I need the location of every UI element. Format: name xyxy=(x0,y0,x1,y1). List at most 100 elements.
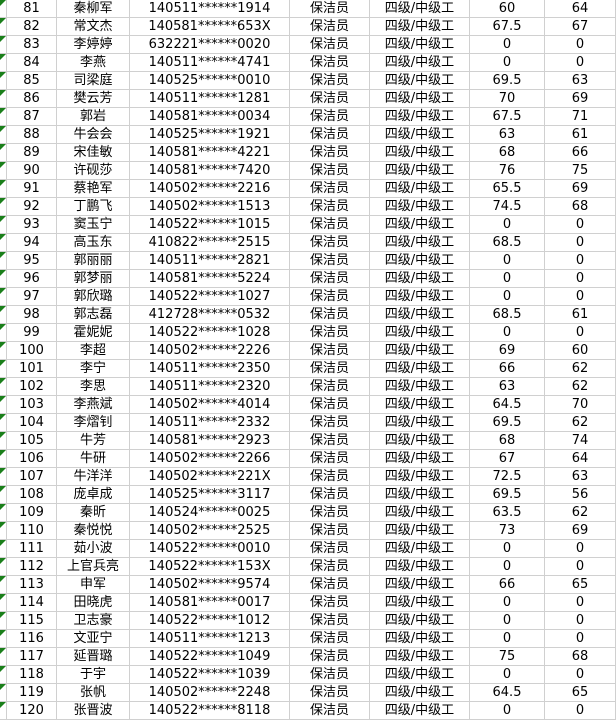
name-cell[interactable]: 樊云芳 xyxy=(57,90,130,108)
id-number-cell[interactable]: 140522******1039 xyxy=(130,666,290,684)
error-flag-cell[interactable] xyxy=(0,144,7,162)
error-flag-cell[interactable] xyxy=(0,594,7,612)
id-number-cell[interactable]: 140522******1012 xyxy=(130,612,290,630)
error-flag-cell[interactable] xyxy=(0,288,7,306)
score1-cell[interactable]: 75 xyxy=(470,648,545,666)
score2-cell[interactable]: 74 xyxy=(545,432,616,450)
name-cell[interactable]: 田晓虎 xyxy=(57,594,130,612)
grade-cell[interactable]: 四级/中级工 xyxy=(370,396,470,414)
position-cell[interactable]: 保洁员 xyxy=(290,432,370,450)
id-number-cell[interactable]: 140522******1027 xyxy=(130,288,290,306)
position-cell[interactable]: 保洁员 xyxy=(290,126,370,144)
id-number-cell[interactable]: 140511******2320 xyxy=(130,378,290,396)
score1-cell[interactable]: 70 xyxy=(470,90,545,108)
id-number-cell[interactable]: 140522******1028 xyxy=(130,324,290,342)
score2-cell[interactable]: 0 xyxy=(545,234,616,252)
id-number-cell[interactable]: 140502******2248 xyxy=(130,684,290,702)
row-number-cell[interactable]: 111 xyxy=(7,540,57,558)
position-cell[interactable]: 保洁员 xyxy=(290,702,370,720)
score1-cell[interactable]: 66 xyxy=(470,576,545,594)
name-cell[interactable]: 窦玉宁 xyxy=(57,216,130,234)
score1-cell[interactable]: 0 xyxy=(470,36,545,54)
score2-cell[interactable]: 0 xyxy=(545,666,616,684)
error-flag-cell[interactable] xyxy=(0,216,7,234)
score2-cell[interactable]: 70 xyxy=(545,396,616,414)
name-cell[interactable]: 李熠钊 xyxy=(57,414,130,432)
score1-cell[interactable]: 0 xyxy=(470,666,545,684)
score1-cell[interactable]: 0 xyxy=(470,594,545,612)
score1-cell[interactable]: 67 xyxy=(470,450,545,468)
row-number-cell[interactable]: 84 xyxy=(7,54,57,72)
row-number-cell[interactable]: 110 xyxy=(7,522,57,540)
name-cell[interactable]: 申军 xyxy=(57,576,130,594)
row-number-cell[interactable]: 96 xyxy=(7,270,57,288)
error-flag-cell[interactable] xyxy=(0,666,7,684)
error-flag-cell[interactable] xyxy=(0,360,7,378)
grade-cell[interactable]: 四级/中级工 xyxy=(370,54,470,72)
row-number-cell[interactable]: 117 xyxy=(7,648,57,666)
error-flag-cell[interactable] xyxy=(0,486,7,504)
name-cell[interactable]: 蔡艳军 xyxy=(57,180,130,198)
score2-cell[interactable]: 66 xyxy=(545,144,616,162)
position-cell[interactable]: 保洁员 xyxy=(290,558,370,576)
score2-cell[interactable]: 0 xyxy=(545,270,616,288)
score1-cell[interactable]: 0 xyxy=(470,630,545,648)
grade-cell[interactable]: 四级/中级工 xyxy=(370,594,470,612)
name-cell[interactable]: 张帆 xyxy=(57,684,130,702)
position-cell[interactable]: 保洁员 xyxy=(290,36,370,54)
grade-cell[interactable]: 四级/中级工 xyxy=(370,162,470,180)
id-number-cell[interactable]: 140581******0034 xyxy=(130,108,290,126)
error-flag-cell[interactable] xyxy=(0,450,7,468)
position-cell[interactable]: 保洁员 xyxy=(290,198,370,216)
grade-cell[interactable]: 四级/中级工 xyxy=(370,378,470,396)
name-cell[interactable]: 文亚宁 xyxy=(57,630,130,648)
position-cell[interactable]: 保洁员 xyxy=(290,504,370,522)
id-number-cell[interactable]: 140525******1921 xyxy=(130,126,290,144)
id-number-cell[interactable]: 140524******0025 xyxy=(130,504,290,522)
score2-cell[interactable]: 69 xyxy=(545,90,616,108)
position-cell[interactable]: 保洁员 xyxy=(290,180,370,198)
grade-cell[interactable]: 四级/中级工 xyxy=(370,180,470,198)
row-number-cell[interactable]: 104 xyxy=(7,414,57,432)
score1-cell[interactable]: 68 xyxy=(470,144,545,162)
score2-cell[interactable]: 64 xyxy=(545,0,616,18)
error-flag-cell[interactable] xyxy=(0,414,7,432)
grade-cell[interactable]: 四级/中级工 xyxy=(370,360,470,378)
row-number-cell[interactable]: 120 xyxy=(7,702,57,720)
row-number-cell[interactable]: 87 xyxy=(7,108,57,126)
id-number-cell[interactable]: 140522******1049 xyxy=(130,648,290,666)
grade-cell[interactable]: 四级/中级工 xyxy=(370,324,470,342)
position-cell[interactable]: 保洁员 xyxy=(290,378,370,396)
error-flag-cell[interactable] xyxy=(0,378,7,396)
score2-cell[interactable]: 62 xyxy=(545,414,616,432)
position-cell[interactable]: 保洁员 xyxy=(290,306,370,324)
name-cell[interactable]: 张晋波 xyxy=(57,702,130,720)
score2-cell[interactable]: 69 xyxy=(545,522,616,540)
name-cell[interactable]: 李宁 xyxy=(57,360,130,378)
score1-cell[interactable]: 0 xyxy=(470,702,545,720)
error-flag-cell[interactable] xyxy=(0,684,7,702)
grade-cell[interactable]: 四级/中级工 xyxy=(370,270,470,288)
score1-cell[interactable]: 0 xyxy=(470,558,545,576)
error-flag-cell[interactable] xyxy=(0,108,7,126)
position-cell[interactable]: 保洁员 xyxy=(290,630,370,648)
score2-cell[interactable]: 65 xyxy=(545,576,616,594)
id-number-cell[interactable]: 140581******2923 xyxy=(130,432,290,450)
score2-cell[interactable]: 0 xyxy=(545,36,616,54)
score2-cell[interactable]: 63 xyxy=(545,72,616,90)
id-number-cell[interactable]: 140581******653X xyxy=(130,18,290,36)
row-number-cell[interactable]: 100 xyxy=(7,342,57,360)
name-cell[interactable]: 霍妮妮 xyxy=(57,324,130,342)
row-number-cell[interactable]: 83 xyxy=(7,36,57,54)
score2-cell[interactable]: 0 xyxy=(545,558,616,576)
score1-cell[interactable]: 69.5 xyxy=(470,72,545,90)
id-number-cell[interactable]: 140511******2332 xyxy=(130,414,290,432)
id-number-cell[interactable]: 140511******1213 xyxy=(130,630,290,648)
name-cell[interactable]: 秦柳军 xyxy=(57,0,130,18)
score2-cell[interactable]: 56 xyxy=(545,486,616,504)
score2-cell[interactable]: 69 xyxy=(545,180,616,198)
score2-cell[interactable]: 0 xyxy=(545,630,616,648)
grade-cell[interactable]: 四级/中级工 xyxy=(370,36,470,54)
error-flag-cell[interactable] xyxy=(0,252,7,270)
position-cell[interactable]: 保洁员 xyxy=(290,540,370,558)
